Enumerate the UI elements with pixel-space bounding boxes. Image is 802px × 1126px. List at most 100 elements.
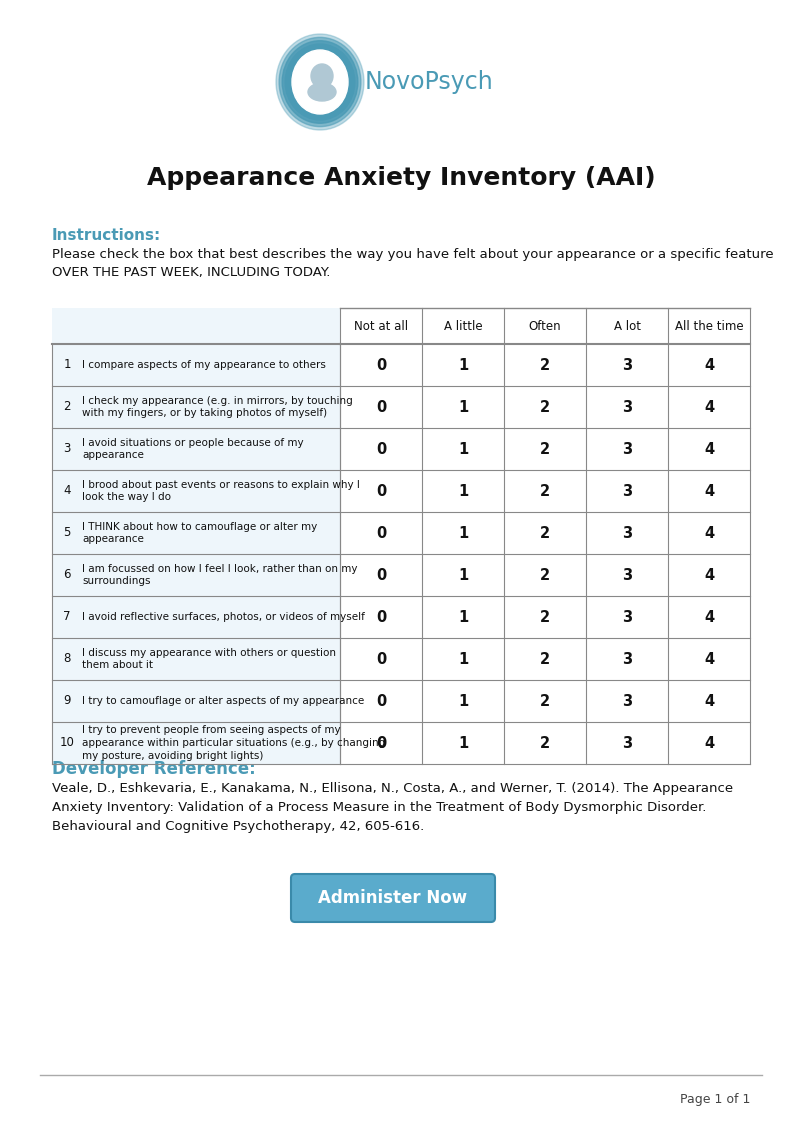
Text: 1: 1	[458, 609, 468, 625]
Text: 3: 3	[622, 694, 632, 708]
Text: 4: 4	[704, 400, 714, 414]
Text: I avoid reflective surfaces, photos, or videos of myself: I avoid reflective surfaces, photos, or …	[82, 613, 365, 622]
Text: Appearance Anxiety Inventory (AAI): Appearance Anxiety Inventory (AAI)	[147, 166, 655, 190]
Text: 2: 2	[540, 735, 550, 751]
Text: 3: 3	[622, 357, 632, 373]
Text: 1: 1	[458, 526, 468, 540]
Bar	[340, 680, 750, 722]
Text: 1: 1	[63, 358, 71, 372]
Text: 0: 0	[376, 609, 386, 625]
Text: Often: Often	[529, 320, 561, 332]
Text: 0: 0	[376, 735, 386, 751]
Text: 6: 6	[63, 569, 71, 581]
Bar	[340, 470, 750, 512]
Text: I brood about past events or reasons to explain why I
look the way I do: I brood about past events or reasons to …	[82, 480, 360, 502]
Text: 5: 5	[63, 527, 71, 539]
Text: 4: 4	[704, 652, 714, 667]
Bar	[340, 345, 750, 386]
Text: Administer Now: Administer Now	[318, 890, 468, 908]
Text: 1: 1	[458, 694, 468, 708]
Text: 0: 0	[376, 483, 386, 499]
Bar	[340, 638, 750, 680]
Text: 1: 1	[458, 483, 468, 499]
Text: I check my appearance (e.g. in mirrors, by touching
with my fingers, or by takin: I check my appearance (e.g. in mirrors, …	[82, 395, 353, 419]
Text: 7: 7	[63, 610, 71, 624]
Text: 2: 2	[540, 400, 550, 414]
Text: 3: 3	[622, 609, 632, 625]
Text: 4: 4	[704, 441, 714, 456]
Ellipse shape	[282, 41, 358, 123]
Text: 2: 2	[540, 652, 550, 667]
Text: 4: 4	[704, 694, 714, 708]
Ellipse shape	[279, 37, 361, 126]
Text: 3: 3	[622, 568, 632, 582]
Text: 0: 0	[376, 652, 386, 667]
Text: 8: 8	[63, 652, 71, 665]
Text: 1: 1	[458, 652, 468, 667]
Text: 2: 2	[540, 609, 550, 625]
Text: 10: 10	[59, 736, 75, 750]
Text: 1: 1	[458, 735, 468, 751]
Text: 0: 0	[376, 441, 386, 456]
Text: 4: 4	[704, 609, 714, 625]
Text: 4: 4	[704, 735, 714, 751]
Text: 9: 9	[63, 695, 71, 707]
Text: NovoPsych: NovoPsych	[365, 70, 494, 93]
Text: 0: 0	[376, 526, 386, 540]
Text: Developer Reference:: Developer Reference:	[52, 760, 256, 778]
Bar	[340, 309, 750, 345]
Ellipse shape	[292, 50, 348, 114]
Text: 3: 3	[622, 441, 632, 456]
Ellipse shape	[308, 83, 336, 101]
Text: I discuss my appearance with others or question
them about it: I discuss my appearance with others or q…	[82, 647, 336, 670]
Text: 2: 2	[540, 483, 550, 499]
Text: 0: 0	[376, 568, 386, 582]
Text: 0: 0	[376, 400, 386, 414]
Text: 3: 3	[622, 735, 632, 751]
Text: 1: 1	[458, 568, 468, 582]
Text: 4: 4	[63, 484, 71, 498]
Text: Please check the box that best describes the way you have felt about your appear: Please check the box that best describes…	[52, 248, 774, 279]
Text: 2: 2	[63, 401, 71, 413]
Text: 1: 1	[458, 400, 468, 414]
Text: 0: 0	[376, 694, 386, 708]
Text: 2: 2	[540, 694, 550, 708]
Text: 3: 3	[63, 443, 71, 456]
Bar	[52, 309, 750, 765]
Text: 2: 2	[540, 357, 550, 373]
Text: I compare aspects of my appearance to others: I compare aspects of my appearance to ot…	[82, 360, 326, 370]
Text: 0: 0	[376, 357, 386, 373]
Text: 1: 1	[458, 357, 468, 373]
Text: A lot: A lot	[614, 320, 641, 332]
Text: 3: 3	[622, 652, 632, 667]
Text: 3: 3	[622, 526, 632, 540]
Text: I am focussed on how I feel I look, rather than on my
surroundings: I am focussed on how I feel I look, rath…	[82, 564, 358, 587]
Text: 1: 1	[458, 441, 468, 456]
Text: I THINK about how to camouflage or alter my
appearance: I THINK about how to camouflage or alter…	[82, 521, 318, 544]
Text: 4: 4	[704, 526, 714, 540]
FancyBboxPatch shape	[291, 874, 495, 922]
Text: Instructions:: Instructions:	[52, 227, 161, 243]
Text: I try to prevent people from seeing aspects of my
appearance within particular s: I try to prevent people from seeing aspe…	[82, 725, 385, 761]
Bar	[340, 596, 750, 638]
Text: Not at all: Not at all	[354, 320, 408, 332]
Text: 4: 4	[704, 568, 714, 582]
Ellipse shape	[276, 34, 364, 129]
Text: All the time: All the time	[674, 320, 743, 332]
Text: A little: A little	[444, 320, 482, 332]
Text: 4: 4	[704, 483, 714, 499]
Bar	[340, 554, 750, 596]
Text: 2: 2	[540, 441, 550, 456]
Text: 2: 2	[540, 526, 550, 540]
Text: I try to camouflage or alter aspects of my appearance: I try to camouflage or alter aspects of …	[82, 696, 364, 706]
Text: 4: 4	[704, 357, 714, 373]
Bar	[340, 428, 750, 470]
Ellipse shape	[286, 44, 354, 120]
Bar	[340, 386, 750, 428]
Ellipse shape	[311, 64, 333, 88]
Text: Page 1 of 1: Page 1 of 1	[679, 1093, 750, 1106]
Text: 3: 3	[622, 483, 632, 499]
Text: Veale, D., Eshkevaria, E., Kanakama, N., Ellisona, N., Costa, A., and Werner, T.: Veale, D., Eshkevaria, E., Kanakama, N.,…	[52, 781, 733, 833]
Text: 3: 3	[622, 400, 632, 414]
Text: I avoid situations or people because of my
appearance: I avoid situations or people because of …	[82, 438, 304, 461]
